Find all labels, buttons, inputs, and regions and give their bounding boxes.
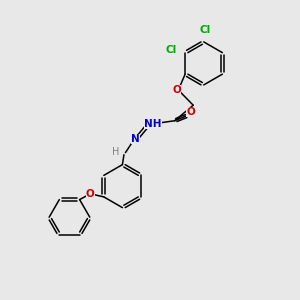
Text: Cl: Cl bbox=[166, 45, 177, 55]
Text: O: O bbox=[172, 85, 181, 95]
Text: O: O bbox=[86, 189, 95, 199]
Text: Cl: Cl bbox=[200, 25, 211, 35]
Text: H: H bbox=[112, 147, 119, 157]
Text: O: O bbox=[186, 107, 195, 117]
Text: N: N bbox=[131, 134, 140, 144]
Text: NH: NH bbox=[144, 119, 162, 129]
